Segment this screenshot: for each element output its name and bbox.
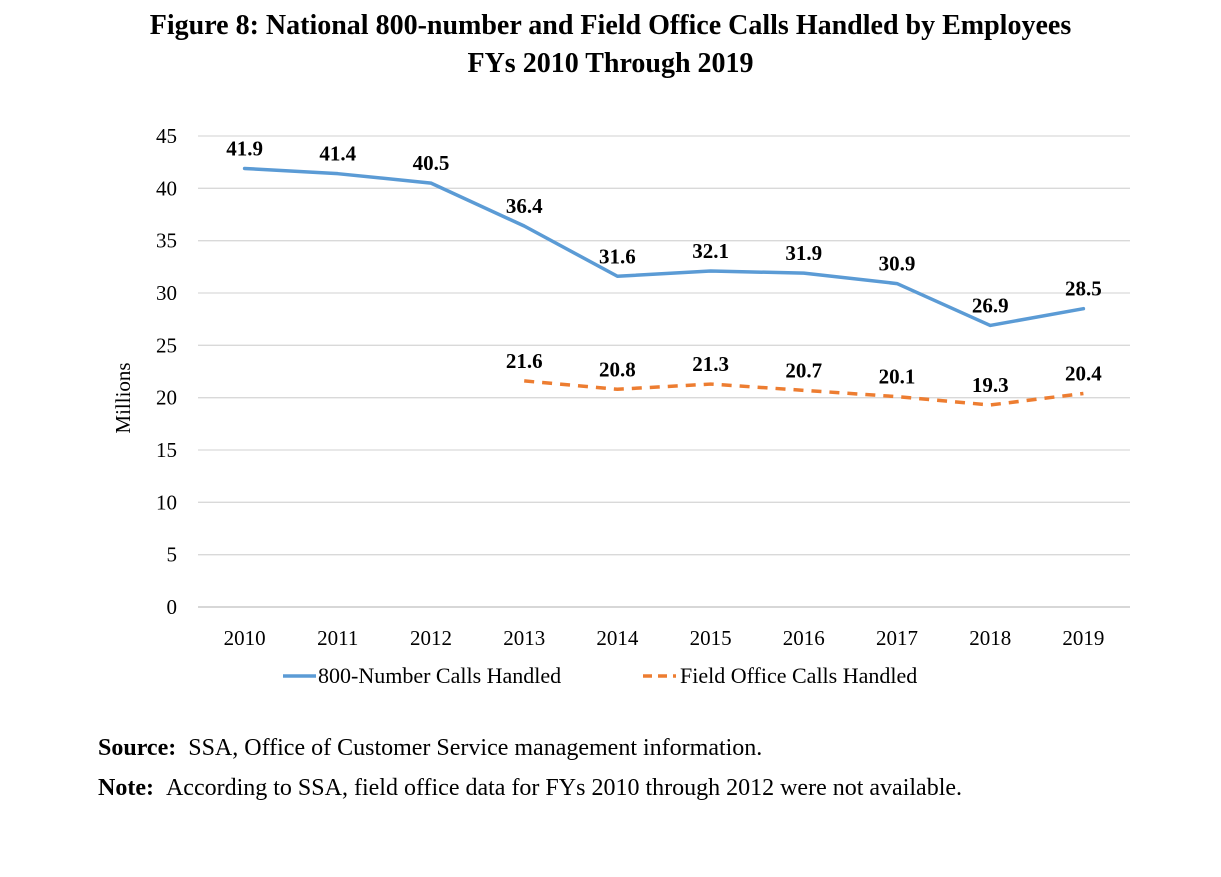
note-text: According to SSA, field office data for … [165, 775, 963, 801]
x-tick-label: 2017 [876, 626, 918, 650]
y-tick-label: 5 [167, 543, 178, 567]
data-labels: 41.9 41.4 40.5 36.4 31.6 32.1 31.9 30.9 26.9 28.5… [226, 136, 1102, 397]
y-tick-label: 20 [156, 386, 177, 410]
data-label: 41.9 [226, 136, 263, 160]
data-label: 20.8 [599, 357, 636, 381]
y-tick-label: 45 [156, 124, 177, 148]
x-tick-label: 2013 [503, 626, 545, 650]
x-tick-label: 2016 [783, 626, 825, 650]
gridlines [198, 135, 1130, 608]
data-label: 21.3 [692, 352, 729, 376]
data-label: 19.3 [972, 373, 1009, 397]
data-label: 30.9 [879, 252, 916, 276]
y-tick-label: 10 [156, 490, 177, 514]
x-axis-ticks: 2010 2011 2012 2013 2014 2015 2016 2017 2018 2019 [224, 626, 1105, 650]
y-axis-ticks: 0 5 10 15 20 25 30 35 40 45 [156, 124, 177, 619]
data-label: 36.4 [506, 194, 543, 218]
legend: 800-Number Calls Handled Field Office Ca… [283, 663, 917, 688]
footnote: Note: According to SSA, field office dat… [98, 774, 962, 802]
chart-title: Figure 8: National 800-number and Field … [149, 10, 1072, 41]
data-label: 41.4 [319, 142, 356, 166]
x-tick-label: 2014 [596, 626, 639, 650]
x-tick-label: 2019 [1062, 626, 1104, 650]
data-label: 40.5 [413, 151, 450, 175]
y-tick-label: 15 [156, 438, 177, 462]
chart-subtitle: FYs 2010 Through 2019 [467, 48, 754, 79]
y-tick-label: 35 [156, 229, 177, 253]
data-label: 28.5 [1065, 277, 1102, 301]
data-label: 20.1 [879, 365, 916, 389]
legend-label-field-office: Field Office Calls Handled [680, 663, 917, 688]
series-line-800-number [242, 166, 1086, 328]
series-line-field-office [524, 379, 1084, 407]
y-tick-label: 40 [156, 176, 177, 200]
x-tick-label: 2011 [317, 626, 358, 650]
x-tick-label: 2015 [690, 626, 732, 650]
source-text: SSA, Office of Customer Service manageme… [188, 735, 763, 761]
y-tick-label: 0 [167, 595, 178, 619]
data-label: 21.6 [506, 349, 543, 373]
x-tick-label: 2012 [410, 626, 452, 650]
x-tick-label: 2010 [224, 626, 266, 650]
legend-label-800-number: 800-Number Calls Handled [318, 663, 561, 688]
note-label: Note: [98, 775, 154, 801]
y-tick-label: 30 [156, 281, 177, 305]
data-label: 31.6 [599, 244, 636, 268]
source-label: Source: [98, 735, 177, 761]
y-tick-label: 25 [156, 333, 177, 357]
data-label: 26.9 [972, 293, 1009, 317]
x-tick-label: 2018 [969, 626, 1011, 650]
data-label: 20.7 [785, 358, 822, 382]
y-axis-label: Millions [111, 362, 135, 433]
series-lines [242, 166, 1086, 407]
source-note: Source: SSA, Office of Customer Service … [98, 734, 762, 762]
data-label: 20.4 [1065, 361, 1102, 385]
data-label: 31.9 [785, 241, 822, 265]
data-label: 32.1 [692, 239, 729, 263]
